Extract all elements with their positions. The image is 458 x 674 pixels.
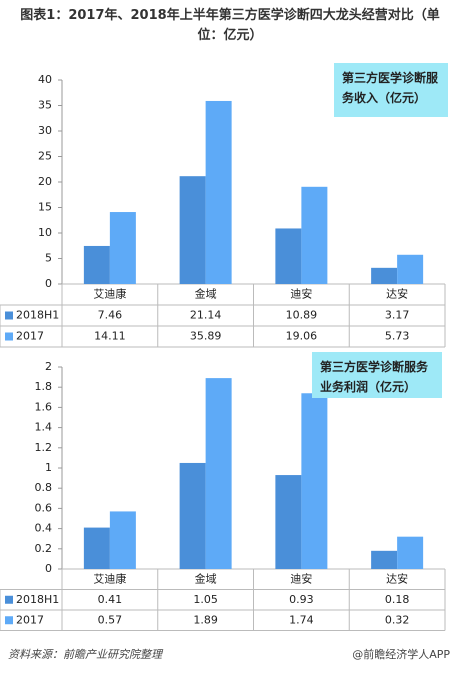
bar	[275, 475, 302, 569]
bar	[109, 212, 136, 284]
table-value: 1.89	[193, 613, 218, 626]
y-tick-label: 0	[45, 562, 52, 575]
table-value: 5.73	[385, 330, 410, 343]
table-value: 0.57	[98, 613, 123, 626]
y-tick-label: 1.8	[35, 380, 53, 393]
bar	[371, 550, 398, 569]
y-tick-label: 0.6	[35, 501, 53, 514]
table-value: 19.06	[286, 330, 318, 343]
bar	[109, 511, 136, 569]
x-tick-label: 达安	[386, 571, 408, 585]
y-tick-label: 15	[38, 201, 52, 214]
table-value: 14.11	[94, 330, 126, 343]
x-tick-label: 迪安	[290, 287, 312, 301]
bar	[275, 228, 302, 284]
legend-swatch	[5, 616, 13, 625]
y-tick-label: 2	[45, 360, 52, 373]
bar	[397, 536, 424, 569]
table-value: 0.32	[385, 613, 410, 626]
x-tick-label: 金域	[195, 287, 217, 301]
legend-label: 2018H1	[16, 309, 59, 322]
table-value: 3.17	[385, 309, 410, 322]
table-value: 7.46	[98, 309, 123, 322]
y-tick-label: 1.2	[35, 441, 53, 454]
credit: @前瞻经济学人APP	[352, 648, 450, 661]
bar	[205, 100, 232, 284]
table-value: 0.41	[98, 593, 123, 606]
table-value: 35.89	[190, 330, 222, 343]
y-tick-label: 20	[38, 175, 52, 188]
y-tick-label: 5	[45, 252, 52, 265]
x-tick-label: 艾迪康	[93, 571, 126, 585]
y-tick-label: 25	[38, 150, 52, 163]
bar	[205, 378, 232, 569]
x-tick-label: 金域	[195, 571, 217, 585]
y-tick-label: 30	[38, 124, 52, 137]
y-tick-label: 0	[45, 277, 52, 290]
y-tick-label: 1.4	[35, 421, 53, 434]
x-tick-label: 达安	[386, 287, 408, 301]
x-tick-label: 迪安	[290, 571, 312, 585]
x-tick-label: 艾迪康	[93, 287, 126, 301]
annotation: 第三方医学诊断服务业务利润（亿元）	[312, 352, 442, 398]
table-value: 1.05	[193, 593, 218, 606]
y-tick-label: 10	[38, 226, 52, 239]
table-value: 10.89	[286, 309, 318, 322]
y-tick-label: 0.8	[35, 481, 53, 494]
source: 资料来源：前瞻产业研究院整理	[8, 648, 162, 661]
legend-swatch	[5, 595, 13, 604]
bar	[179, 176, 206, 284]
chart-title: 图表1：2017年、2018年上半年第三方医学诊断四大龙头经营对比（单位：亿元）	[20, 8, 440, 43]
y-tick-label: 0.4	[35, 522, 53, 535]
table-value: 21.14	[190, 309, 222, 322]
bar	[371, 267, 398, 284]
bar	[83, 245, 110, 284]
bar	[179, 462, 206, 569]
legend-label: 2017	[16, 613, 44, 626]
y-tick-label: 40	[38, 73, 52, 86]
bar	[301, 186, 328, 284]
legend-label: 2017	[16, 330, 44, 343]
bar	[83, 527, 110, 569]
table-value: 1.74	[289, 613, 314, 626]
annotation: 第三方医学诊断服务收入（亿元）	[334, 63, 448, 117]
y-tick-label: 35	[38, 99, 52, 112]
bar	[301, 393, 328, 569]
legend-swatch	[5, 332, 13, 341]
bar	[397, 254, 424, 284]
table-value: 0.18	[385, 593, 410, 606]
table-value: 0.93	[289, 593, 314, 606]
y-tick-label: 1	[45, 461, 52, 474]
y-tick-label: 0.2	[35, 542, 53, 555]
legend-swatch	[5, 311, 13, 320]
legend-label: 2018H1	[16, 593, 59, 606]
y-tick-label: 1.6	[35, 400, 53, 413]
